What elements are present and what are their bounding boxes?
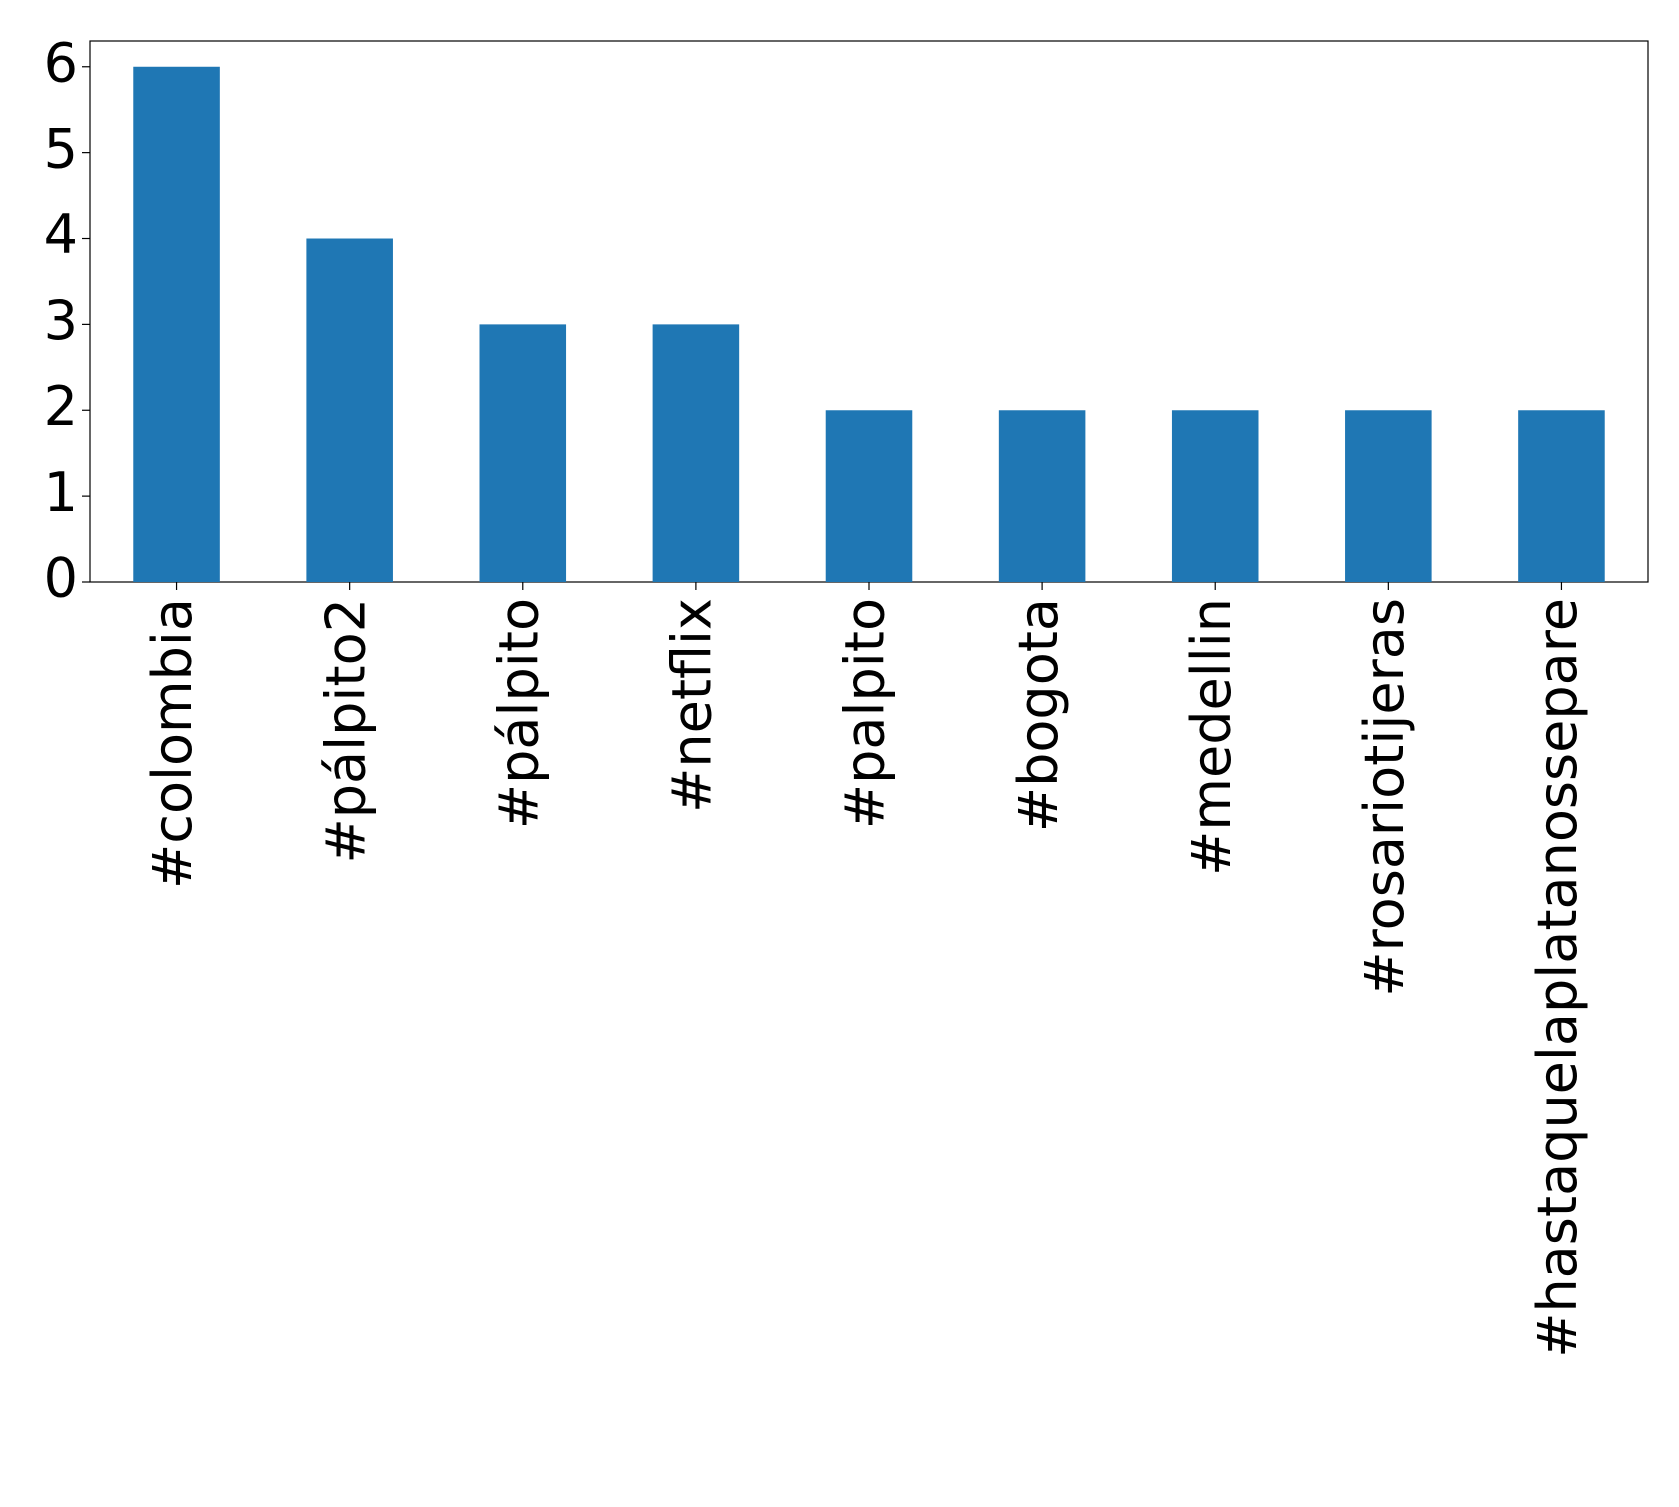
x-tick-label: #rosariotijeras — [1353, 598, 1416, 997]
bar — [1518, 410, 1605, 582]
bar — [479, 324, 567, 582]
x-tick-label: #pálpito — [487, 598, 550, 829]
y-tick-label: 5 — [44, 117, 78, 180]
x-tick-label: #medellin — [1180, 598, 1243, 876]
bar — [1345, 410, 1432, 582]
bar — [1171, 410, 1259, 582]
x-tick-label: #netflix — [661, 598, 724, 813]
y-tick-label: 6 — [44, 31, 78, 94]
y-tick-label: 2 — [44, 375, 78, 438]
x-tick-label: #pálpito2 — [314, 598, 377, 863]
bar — [998, 410, 1086, 582]
bar — [133, 66, 220, 582]
bar — [652, 324, 740, 582]
y-tick-label: 1 — [44, 461, 78, 524]
bar — [825, 410, 913, 582]
y-tick-label: 4 — [44, 203, 78, 266]
x-tick-label: #palpito — [834, 598, 897, 829]
y-tick-label: 0 — [44, 547, 78, 610]
x-tick-label: #bogota — [1007, 598, 1070, 832]
x-tick-label: #colombia — [141, 598, 204, 889]
bar — [306, 238, 393, 582]
x-tick-label: #hastaquelaplatanossepare — [1526, 598, 1589, 1358]
y-tick-label: 3 — [44, 289, 78, 352]
